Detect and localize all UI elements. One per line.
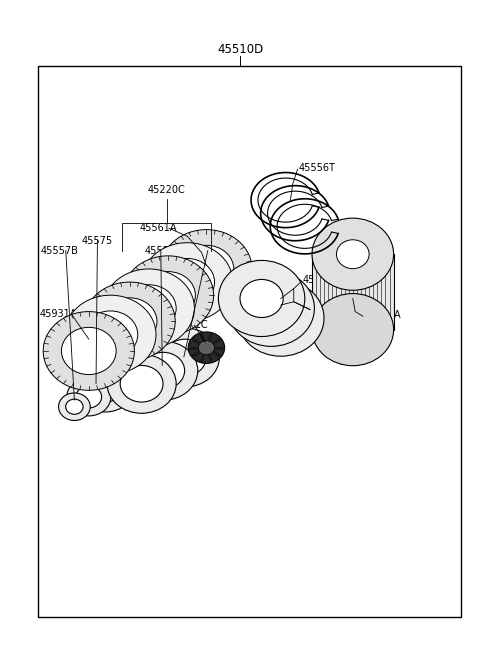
Ellipse shape — [76, 386, 102, 408]
Ellipse shape — [103, 269, 194, 348]
Ellipse shape — [240, 279, 283, 318]
Text: 45571A: 45571A — [364, 310, 401, 320]
Ellipse shape — [121, 285, 176, 332]
Ellipse shape — [122, 256, 214, 335]
Ellipse shape — [259, 299, 302, 337]
Ellipse shape — [238, 280, 324, 356]
Ellipse shape — [179, 245, 234, 293]
Ellipse shape — [188, 332, 225, 363]
Ellipse shape — [160, 258, 215, 306]
Text: 45553: 45553 — [199, 245, 230, 256]
Ellipse shape — [312, 293, 394, 365]
Ellipse shape — [228, 270, 314, 346]
Ellipse shape — [336, 239, 369, 269]
Ellipse shape — [161, 230, 252, 308]
Ellipse shape — [59, 393, 90, 420]
Ellipse shape — [142, 352, 185, 389]
Ellipse shape — [163, 339, 206, 376]
Text: 45561A: 45561A — [139, 223, 177, 234]
Ellipse shape — [250, 289, 293, 327]
Text: 45556T: 45556T — [299, 163, 336, 173]
Ellipse shape — [77, 362, 134, 412]
Ellipse shape — [312, 218, 394, 290]
Ellipse shape — [150, 328, 219, 387]
Ellipse shape — [142, 243, 233, 321]
Ellipse shape — [198, 340, 215, 355]
Text: 45554A: 45554A — [302, 275, 340, 285]
Ellipse shape — [129, 341, 198, 400]
Ellipse shape — [67, 378, 111, 416]
Text: 45510D: 45510D — [217, 43, 263, 56]
Text: 45575: 45575 — [82, 236, 113, 246]
Bar — [38, 66, 461, 617]
Ellipse shape — [84, 282, 175, 361]
Ellipse shape — [120, 365, 163, 402]
Ellipse shape — [65, 295, 156, 374]
Text: 45581C: 45581C — [170, 320, 208, 331]
Ellipse shape — [141, 272, 195, 319]
Bar — [312, 254, 394, 329]
Ellipse shape — [218, 260, 305, 337]
Text: 45557B: 45557B — [41, 245, 79, 256]
Text: 45931A: 45931A — [39, 308, 77, 319]
Text: 45645: 45645 — [311, 303, 342, 314]
Ellipse shape — [102, 298, 157, 345]
Ellipse shape — [61, 327, 116, 375]
Ellipse shape — [88, 372, 123, 402]
Ellipse shape — [66, 399, 83, 415]
Ellipse shape — [107, 354, 176, 413]
Text: 45552A: 45552A — [145, 245, 183, 256]
Text: 45220C: 45220C — [148, 186, 186, 195]
Ellipse shape — [43, 312, 134, 390]
Ellipse shape — [83, 311, 138, 358]
